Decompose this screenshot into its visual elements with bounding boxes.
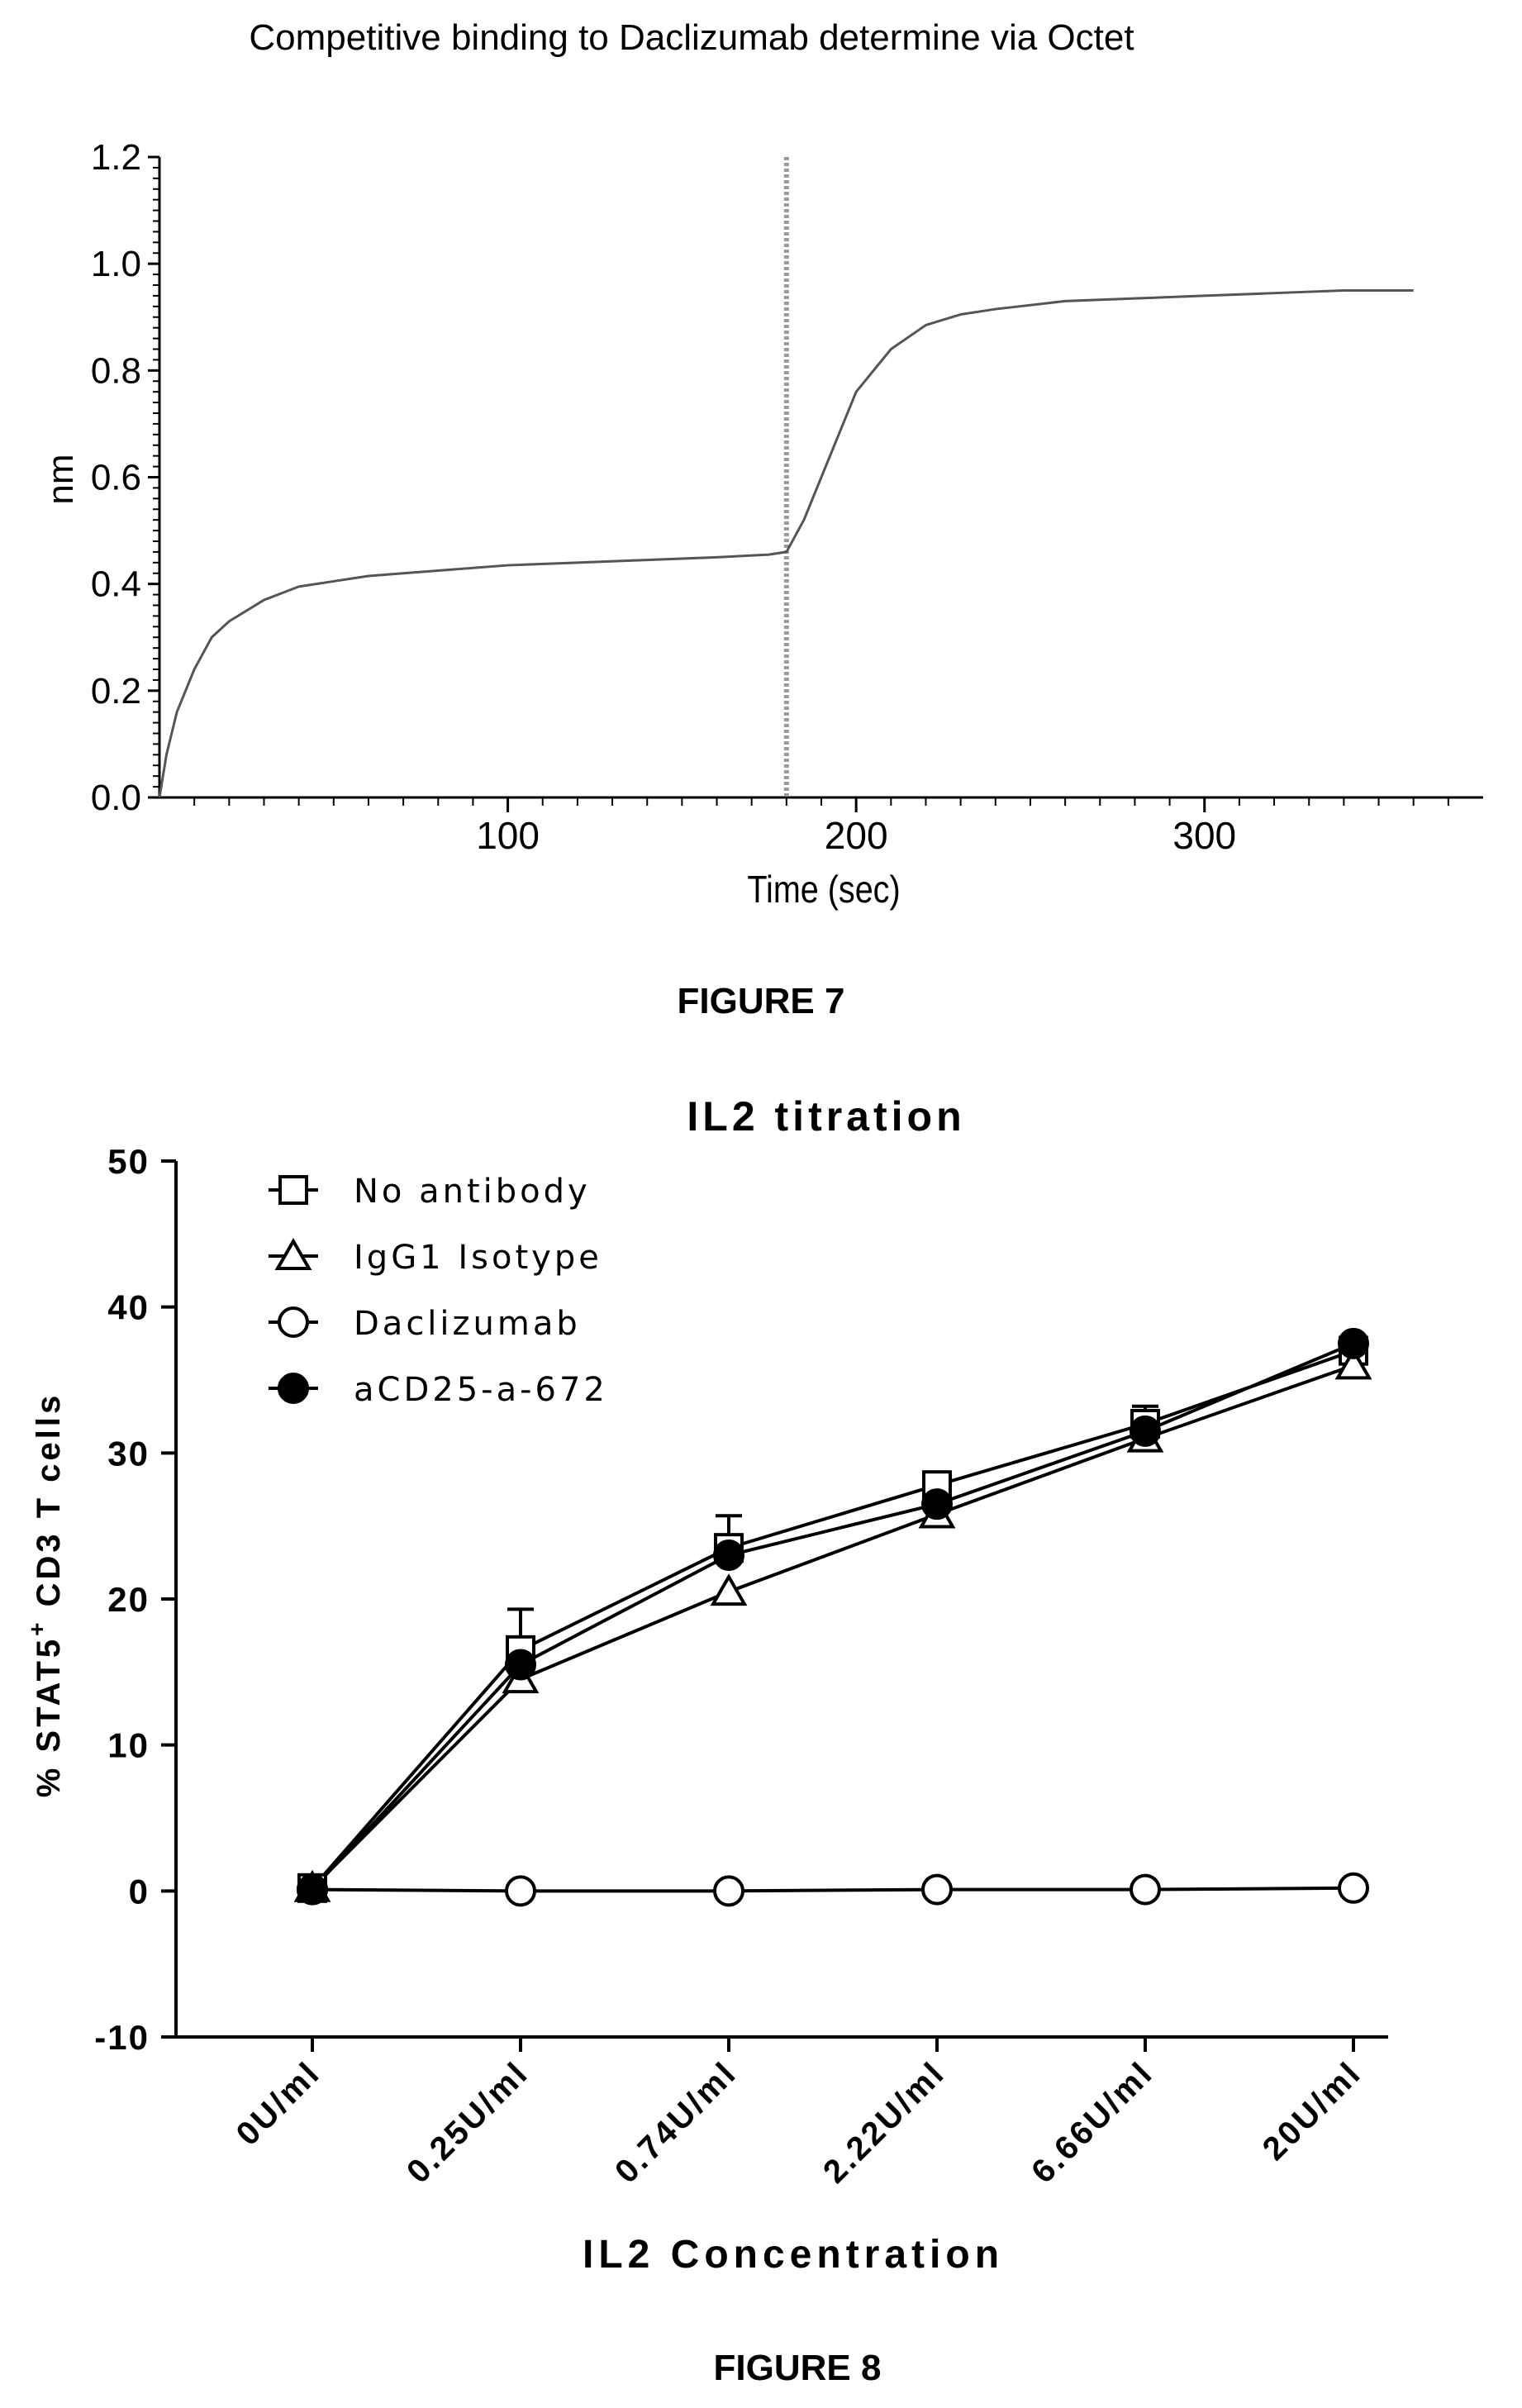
x-tick-label: 200 [825,814,888,857]
data-point [713,1875,744,1907]
y-tick-label: 10 [107,1726,150,1765]
legend-label: Daclizumab [354,1305,581,1343]
x-tick-label: 6.66U/ml [1025,2054,1160,2190]
figure-8-caption: FIGURE 8 [714,2348,882,2388]
legend-marker [278,1306,309,1338]
data-point [1130,1415,1161,1447]
y-axis-label-rest: CD3 T cells [31,1392,67,1620]
y-axis-label: nm [40,454,81,504]
data-point [921,1873,953,1906]
x-tick-label: 20U/ml [1256,2054,1369,2168]
figure-8-chart: IL2 titration -10 0 10 20 30 40 50 0U/ml 0.25U/… [24,1093,1388,2388]
y-tick-label: 0.2 [91,671,141,711]
figure-7-chart: Competitive binding to Daclizumab determ… [40,17,1483,1021]
x-tick-label: 0U/ml [230,2054,328,2153]
y-tick-label: 0.6 [91,458,141,498]
y-axis-label-main: % STAT5 [31,1636,67,1797]
x-tick-label: 100 [476,814,540,857]
series-line [311,1349,1354,1890]
data-point [505,1875,536,1907]
legend-label: IgG1 Isotype [354,1239,602,1277]
y-tick-label: 0.4 [91,564,141,605]
y-tick-label: 20 [107,1580,150,1619]
x-tick-label: 0.74U/ml [608,2054,744,2190]
y-tick-label: 0 [129,1872,150,1911]
binding-curve [158,288,1414,798]
y-tick-label: -10 [94,2018,150,2057]
data-point [297,1873,328,1906]
legend-marker [278,1175,308,1205]
x-axis-label: IL2 Concentration [583,2233,1004,2277]
series-line [312,1886,1354,1893]
data-point [1130,1873,1161,1906]
data-point [1334,1347,1372,1380]
y-axis-label: % STAT5+ CD3 T cells [24,1392,67,1798]
legend-marker [278,1373,309,1404]
data-point [713,1540,744,1571]
x-tick-label: 300 [1172,814,1236,857]
series-line [311,1341,1354,1891]
series-line [311,1363,1354,1890]
y-tick-label: 40 [107,1288,150,1327]
y-tick-label: 0.0 [91,778,141,818]
x-tick-label: 2.22U/ml [816,2054,952,2190]
legend-label: No antibody [354,1173,591,1211]
legend-label: aCD25-a-672 [354,1371,608,1409]
y-tick-label: 1.0 [91,244,141,284]
x-axis-label: Time (sec) [747,868,900,911]
data-point [1338,1327,1369,1359]
chart-title: Competitive binding to Daclizumab determ… [249,17,1134,58]
y-tick-label: 50 [107,1142,150,1181]
data-point [505,1649,536,1681]
chart-title: IL2 titration [687,1093,965,1140]
x-tick-label: 0.25U/ml [400,2054,535,2190]
y-tick-label: 30 [107,1434,150,1473]
legend-marker [274,1237,312,1270]
data-point [710,1573,748,1606]
data-point [1338,1872,1369,1904]
y-axis-label-superscript: + [24,1619,50,1635]
data-point [921,1488,953,1520]
y-tick-label: 1.2 [91,137,141,178]
figure-7-caption: FIGURE 7 [678,981,845,1021]
y-tick-label: 0.8 [91,350,141,391]
